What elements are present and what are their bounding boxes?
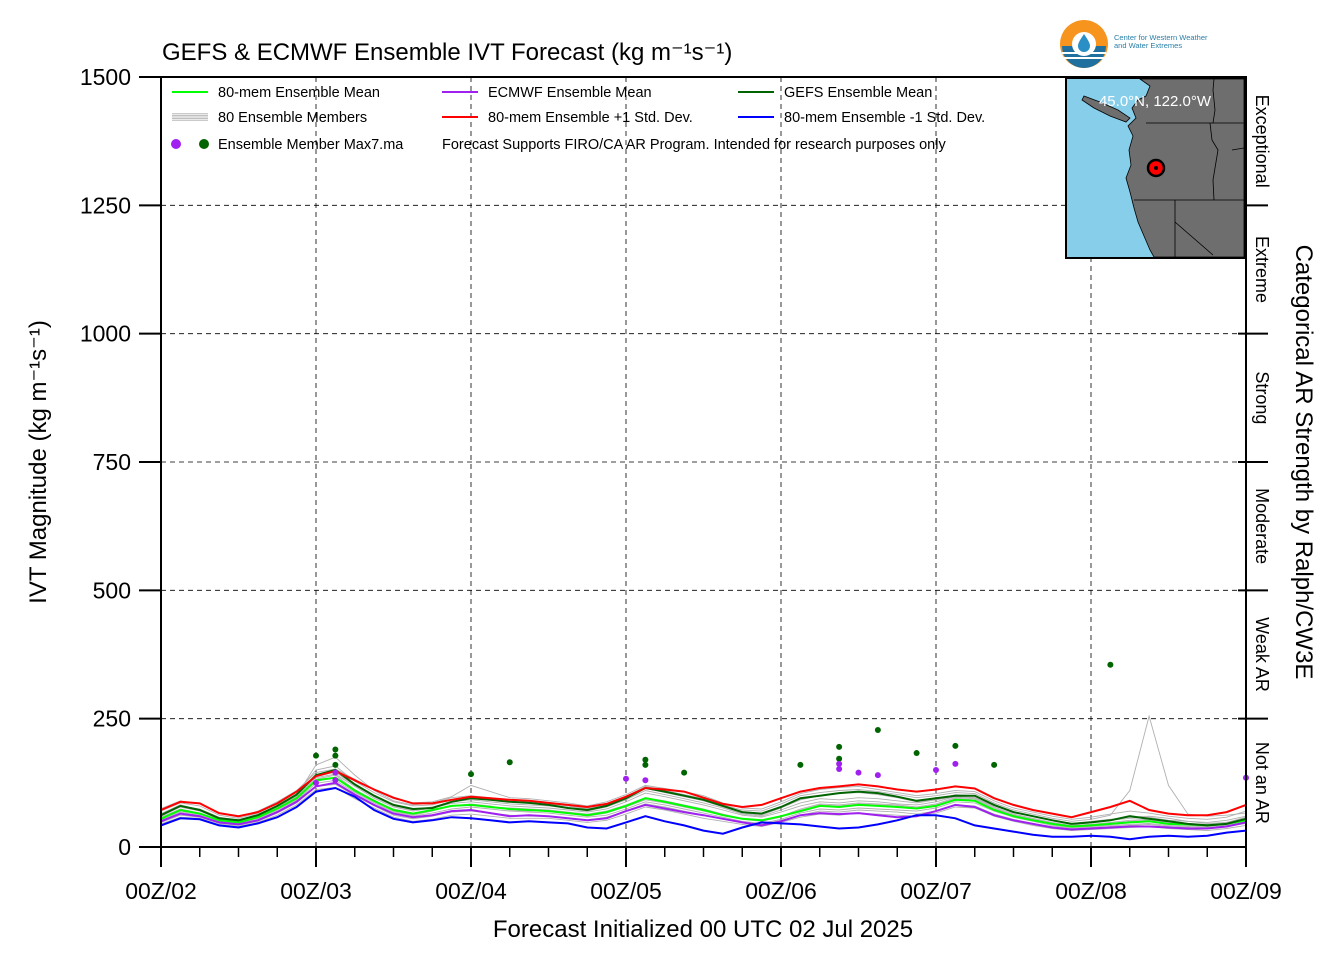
max-point: [332, 769, 339, 776]
ensemble-series: [160, 768, 1247, 841]
max-point: [836, 755, 843, 762]
max-point: [313, 752, 319, 759]
x-tick-label: 00Z/06: [745, 878, 817, 904]
max-point: [874, 772, 881, 779]
legend-label: ECMWF Ensemble Mean: [488, 85, 652, 101]
legend-dot-gefs: [199, 139, 209, 149]
logo-line1: Center for Western Weather: [1114, 33, 1208, 42]
legend-label: GEFS Ensemble Mean: [784, 85, 932, 101]
research-note: Forecast Supports FIRO/CA AR Program. In…: [442, 137, 946, 153]
x-tick-label: 00Z/05: [590, 878, 662, 904]
y-axis: 0 250 500 750 1000 1250 1500: [80, 64, 161, 860]
max-point: [797, 761, 804, 768]
max-point: [855, 769, 862, 776]
legend-dot-ecmwf: [171, 139, 181, 149]
max-point: [681, 769, 688, 776]
category-label: Exceptional: [1252, 95, 1272, 188]
x-axis: 00Z/02 00Z/03 00Z/04 00Z/05 00Z/06 00Z/07 00Z/…: [125, 847, 1282, 904]
x-tick-label: 00Z/09: [1210, 878, 1282, 904]
y-tick-label: 750: [93, 449, 131, 475]
category-label: Weak AR: [1252, 617, 1272, 692]
max-point: [952, 742, 959, 749]
max-point: [933, 767, 939, 773]
legend-label: 80-mem Ensemble Mean: [218, 85, 380, 101]
max-point: [332, 761, 339, 768]
x-tick-label: 00Z/02: [125, 878, 197, 904]
y-tick-label: 500: [93, 577, 131, 603]
category-label: Moderate: [1252, 488, 1272, 564]
right-axis-label: Categorical AR Strength by Ralph/CW3E: [1290, 245, 1317, 680]
category-label: Extreme: [1252, 236, 1272, 303]
max-point: [468, 771, 474, 778]
y-axis-label: IVT Magnitude (kg m⁻¹s⁻¹): [25, 320, 52, 604]
series-line: [160, 781, 1247, 831]
inset-label: 45.0°N, 122.0°W: [1099, 93, 1212, 110]
member-line: [160, 779, 1247, 828]
chart-title: GEFS & ECMWF Ensemble IVT Forecast (kg m…: [162, 39, 732, 66]
x-tick-label: 00Z/07: [900, 878, 972, 904]
y-tick-label: 250: [93, 706, 131, 732]
member-line: [160, 714, 1247, 822]
member-max-points: [313, 661, 1249, 786]
category-label: Not an AR: [1252, 742, 1272, 824]
legend-label: 80-mem Ensemble +1 Std. Dev.: [488, 110, 693, 126]
max-point: [642, 777, 649, 784]
y-tick-label: 1000: [80, 321, 131, 347]
max-point: [836, 743, 843, 750]
island: [1081, 95, 1131, 123]
x-axis-label: Forecast Initialized 00 UTC 02 Jul 2025: [493, 916, 913, 943]
legend: 80-mem Ensemble Mean ECMWF Ensemble Mean G…: [171, 85, 985, 153]
x-tick-label: 00Z/03: [280, 878, 352, 904]
max-point: [952, 760, 959, 767]
x-tick-label: 00Z/08: [1055, 878, 1127, 904]
legend-label: 80 Ensemble Members: [218, 110, 367, 126]
inset-map: 45.0°N, 122.0°W: [1065, 77, 1246, 259]
max-point: [874, 726, 881, 733]
series-line: [160, 786, 1247, 841]
max-point: [1107, 661, 1114, 668]
max-point: [642, 761, 649, 768]
category-labels: Not an AR Weak AR Moderate Strong Extreme Exc…: [1252, 95, 1272, 824]
max-point: [506, 759, 513, 766]
category-label: Strong: [1252, 371, 1272, 424]
max-point: [332, 746, 339, 753]
y-tick-label: 1500: [80, 64, 131, 90]
legend-label: Ensemble Member Max7.ma: [218, 137, 404, 153]
land-mass: [1125, 78, 1245, 258]
x-tick-label: 00Z/04: [435, 878, 507, 904]
series-line: [160, 769, 1247, 819]
max-point: [623, 775, 629, 782]
y-tick-label: 0: [118, 834, 131, 860]
max-point: [313, 779, 319, 786]
member-line: [160, 768, 1247, 820]
cw3e-logo: Center for Western Weather and Water Ext…: [1058, 18, 1258, 74]
max-point: [991, 761, 998, 768]
y-tick-label: 1250: [80, 192, 131, 218]
series-line: [160, 776, 1247, 828]
legend-label: 80-mem Ensemble -1 Std. Dev.: [784, 110, 985, 126]
logo-line2: and Water Extremes: [1114, 41, 1183, 50]
max-point: [913, 750, 920, 757]
max-point: [332, 752, 339, 759]
max-point: [332, 777, 339, 784]
state-borders: [1134, 78, 1245, 257]
max-point: [836, 765, 843, 772]
max-point: [642, 756, 649, 763]
max-point: [836, 760, 843, 767]
water-drop-icon: [1060, 20, 1108, 68]
